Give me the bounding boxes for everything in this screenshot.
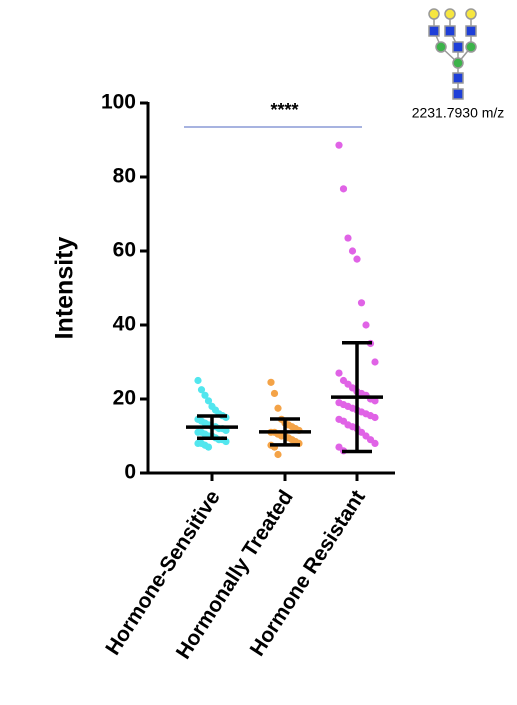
data-point <box>335 369 343 377</box>
data-point <box>371 439 379 447</box>
data-point <box>335 141 343 149</box>
y-tick-label: 40 <box>113 313 136 336</box>
data-point <box>201 391 209 399</box>
data-point <box>194 376 202 385</box>
y-tick-label: 60 <box>113 239 136 262</box>
data-point <box>339 185 348 193</box>
y-tick-label: 100 <box>101 91 136 114</box>
data-point <box>344 234 352 242</box>
y-tick-label: 80 <box>113 165 136 188</box>
data-point <box>371 358 379 366</box>
data-point <box>204 443 213 451</box>
data-point <box>204 397 213 405</box>
data-point <box>274 404 282 412</box>
significance-label: **** <box>270 100 298 120</box>
data-point <box>274 450 282 459</box>
data-point <box>353 255 361 263</box>
y-axis-label: Intensity <box>51 237 79 340</box>
glycan-label: 2231.7930 m/z <box>412 105 505 121</box>
data-point <box>371 397 379 405</box>
data-point <box>270 389 279 398</box>
glycan-icon <box>428 8 477 100</box>
data-point <box>371 413 379 422</box>
y-tick-label: 0 <box>124 461 136 484</box>
y-tick-label: 20 <box>113 387 136 410</box>
data-point <box>197 386 206 394</box>
data-point <box>357 299 366 307</box>
data-point <box>362 321 370 329</box>
data-point <box>348 247 357 255</box>
data-point <box>267 378 275 386</box>
